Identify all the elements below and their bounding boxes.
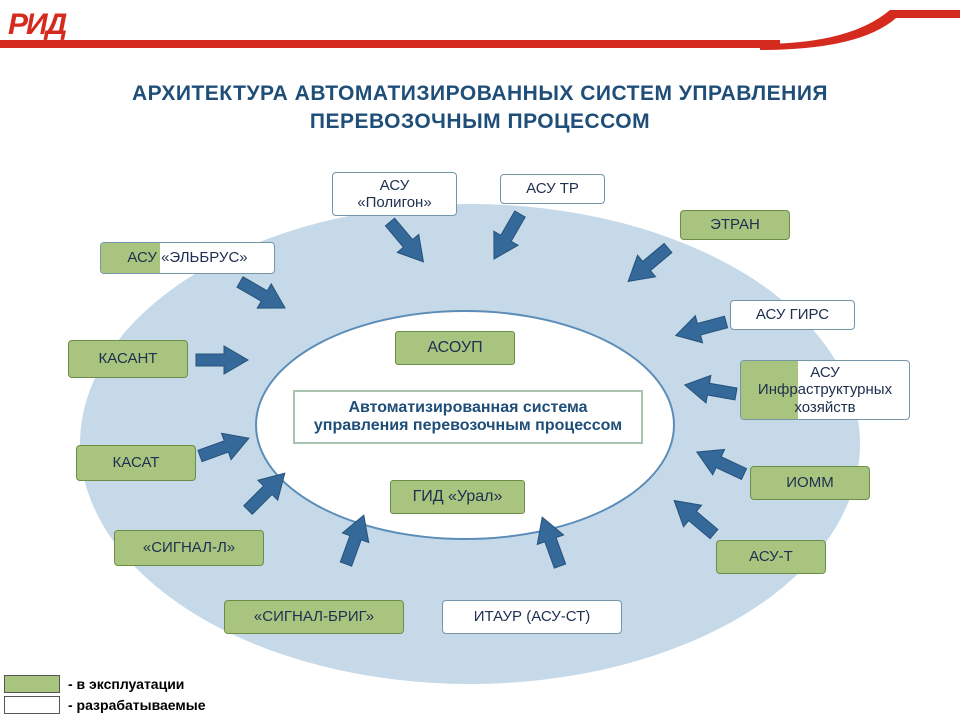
node-asu-polygon: АСУ «Полигон» xyxy=(332,172,457,216)
node-label-asu-polygon: АСУ «Полигон» xyxy=(357,177,431,212)
node-signal-l: «СИГНАЛ-Л» xyxy=(114,530,264,566)
architecture-diagram: АСОУП Автоматизированная система управле… xyxy=(0,170,960,720)
node-label-iomm: ИОММ xyxy=(786,474,833,491)
core-gid-ural: ГИД «Урал» xyxy=(390,480,525,514)
node-kasat: КАСАТ xyxy=(76,445,196,481)
legend-swatch-white xyxy=(4,696,60,714)
node-signal-brig: «СИГНАЛ-БРИГ» xyxy=(224,600,404,634)
legend-label-operational: - в эксплуатации xyxy=(68,676,184,692)
asoup-label: АСОУП xyxy=(427,339,482,357)
node-label-kasat: КАСАТ xyxy=(113,454,160,471)
node-kasant: КАСАНТ xyxy=(68,340,188,378)
page-title: АРХИТЕКТУРА АВТОМАТИЗИРОВАННЫХ СИСТЕМ УП… xyxy=(0,80,960,137)
svg-text:РИД: РИД xyxy=(8,8,67,41)
node-label-asu-elbrus: АСУ «ЭЛЬБРУС» xyxy=(127,249,247,266)
node-label-signal-l: «СИГНАЛ-Л» xyxy=(143,539,235,556)
legend-row-developing: - разрабатываемые xyxy=(4,696,206,714)
legend-row-operational: - в эксплуатации xyxy=(4,675,206,693)
node-label-etran: ЭТРАН xyxy=(710,216,760,233)
node-label-signal-brig: «СИГНАЛ-БРИГ» xyxy=(254,608,374,625)
node-etran: ЭТРАН xyxy=(680,210,790,240)
center-system-label: Автоматизированная система управления пе… xyxy=(305,399,631,435)
title-line-2: ПЕРЕВОЗОЧНЫМ ПРОЦЕССОМ xyxy=(0,108,960,136)
node-label-itaur: ИТАУР (АСУ-СТ) xyxy=(474,608,591,625)
center-system-title: Автоматизированная система управления пе… xyxy=(293,390,643,444)
node-label-kasant: КАСАНТ xyxy=(99,350,158,367)
node-iomm: ИОММ xyxy=(750,466,870,500)
core-asoup: АСОУП xyxy=(395,331,515,365)
node-label-asu-infra: АСУ Инфраструктурных хозяйств xyxy=(758,364,892,416)
node-label-asu-t: АСУ-Т xyxy=(749,548,793,565)
node-label-asu-girs: АСУ ГИРС xyxy=(756,306,829,323)
title-line-1: АРХИТЕКТУРА АВТОМАТИЗИРОВАННЫХ СИСТЕМ УП… xyxy=(0,80,960,108)
gid-label: ГИД «Урал» xyxy=(413,488,503,506)
header: РИД xyxy=(0,0,960,48)
header-swoosh xyxy=(760,0,960,50)
node-itaur: ИТАУР (АСУ-СТ) xyxy=(442,600,622,634)
node-label-asu-tr: АСУ ТР xyxy=(526,180,579,197)
header-red-bar xyxy=(0,40,780,48)
legend: - в эксплуатации - разрабатываемые xyxy=(4,672,206,714)
legend-swatch-green xyxy=(4,675,60,693)
node-asu-t: АСУ-Т xyxy=(716,540,826,574)
legend-label-developing: - разрабатываемые xyxy=(68,697,206,713)
node-asu-infra: АСУ Инфраструктурных хозяйств xyxy=(740,360,910,420)
node-asu-tr: АСУ ТР xyxy=(500,174,605,204)
node-asu-elbrus: АСУ «ЭЛЬБРУС» xyxy=(100,242,275,274)
node-asu-girs: АСУ ГИРС xyxy=(730,300,855,330)
